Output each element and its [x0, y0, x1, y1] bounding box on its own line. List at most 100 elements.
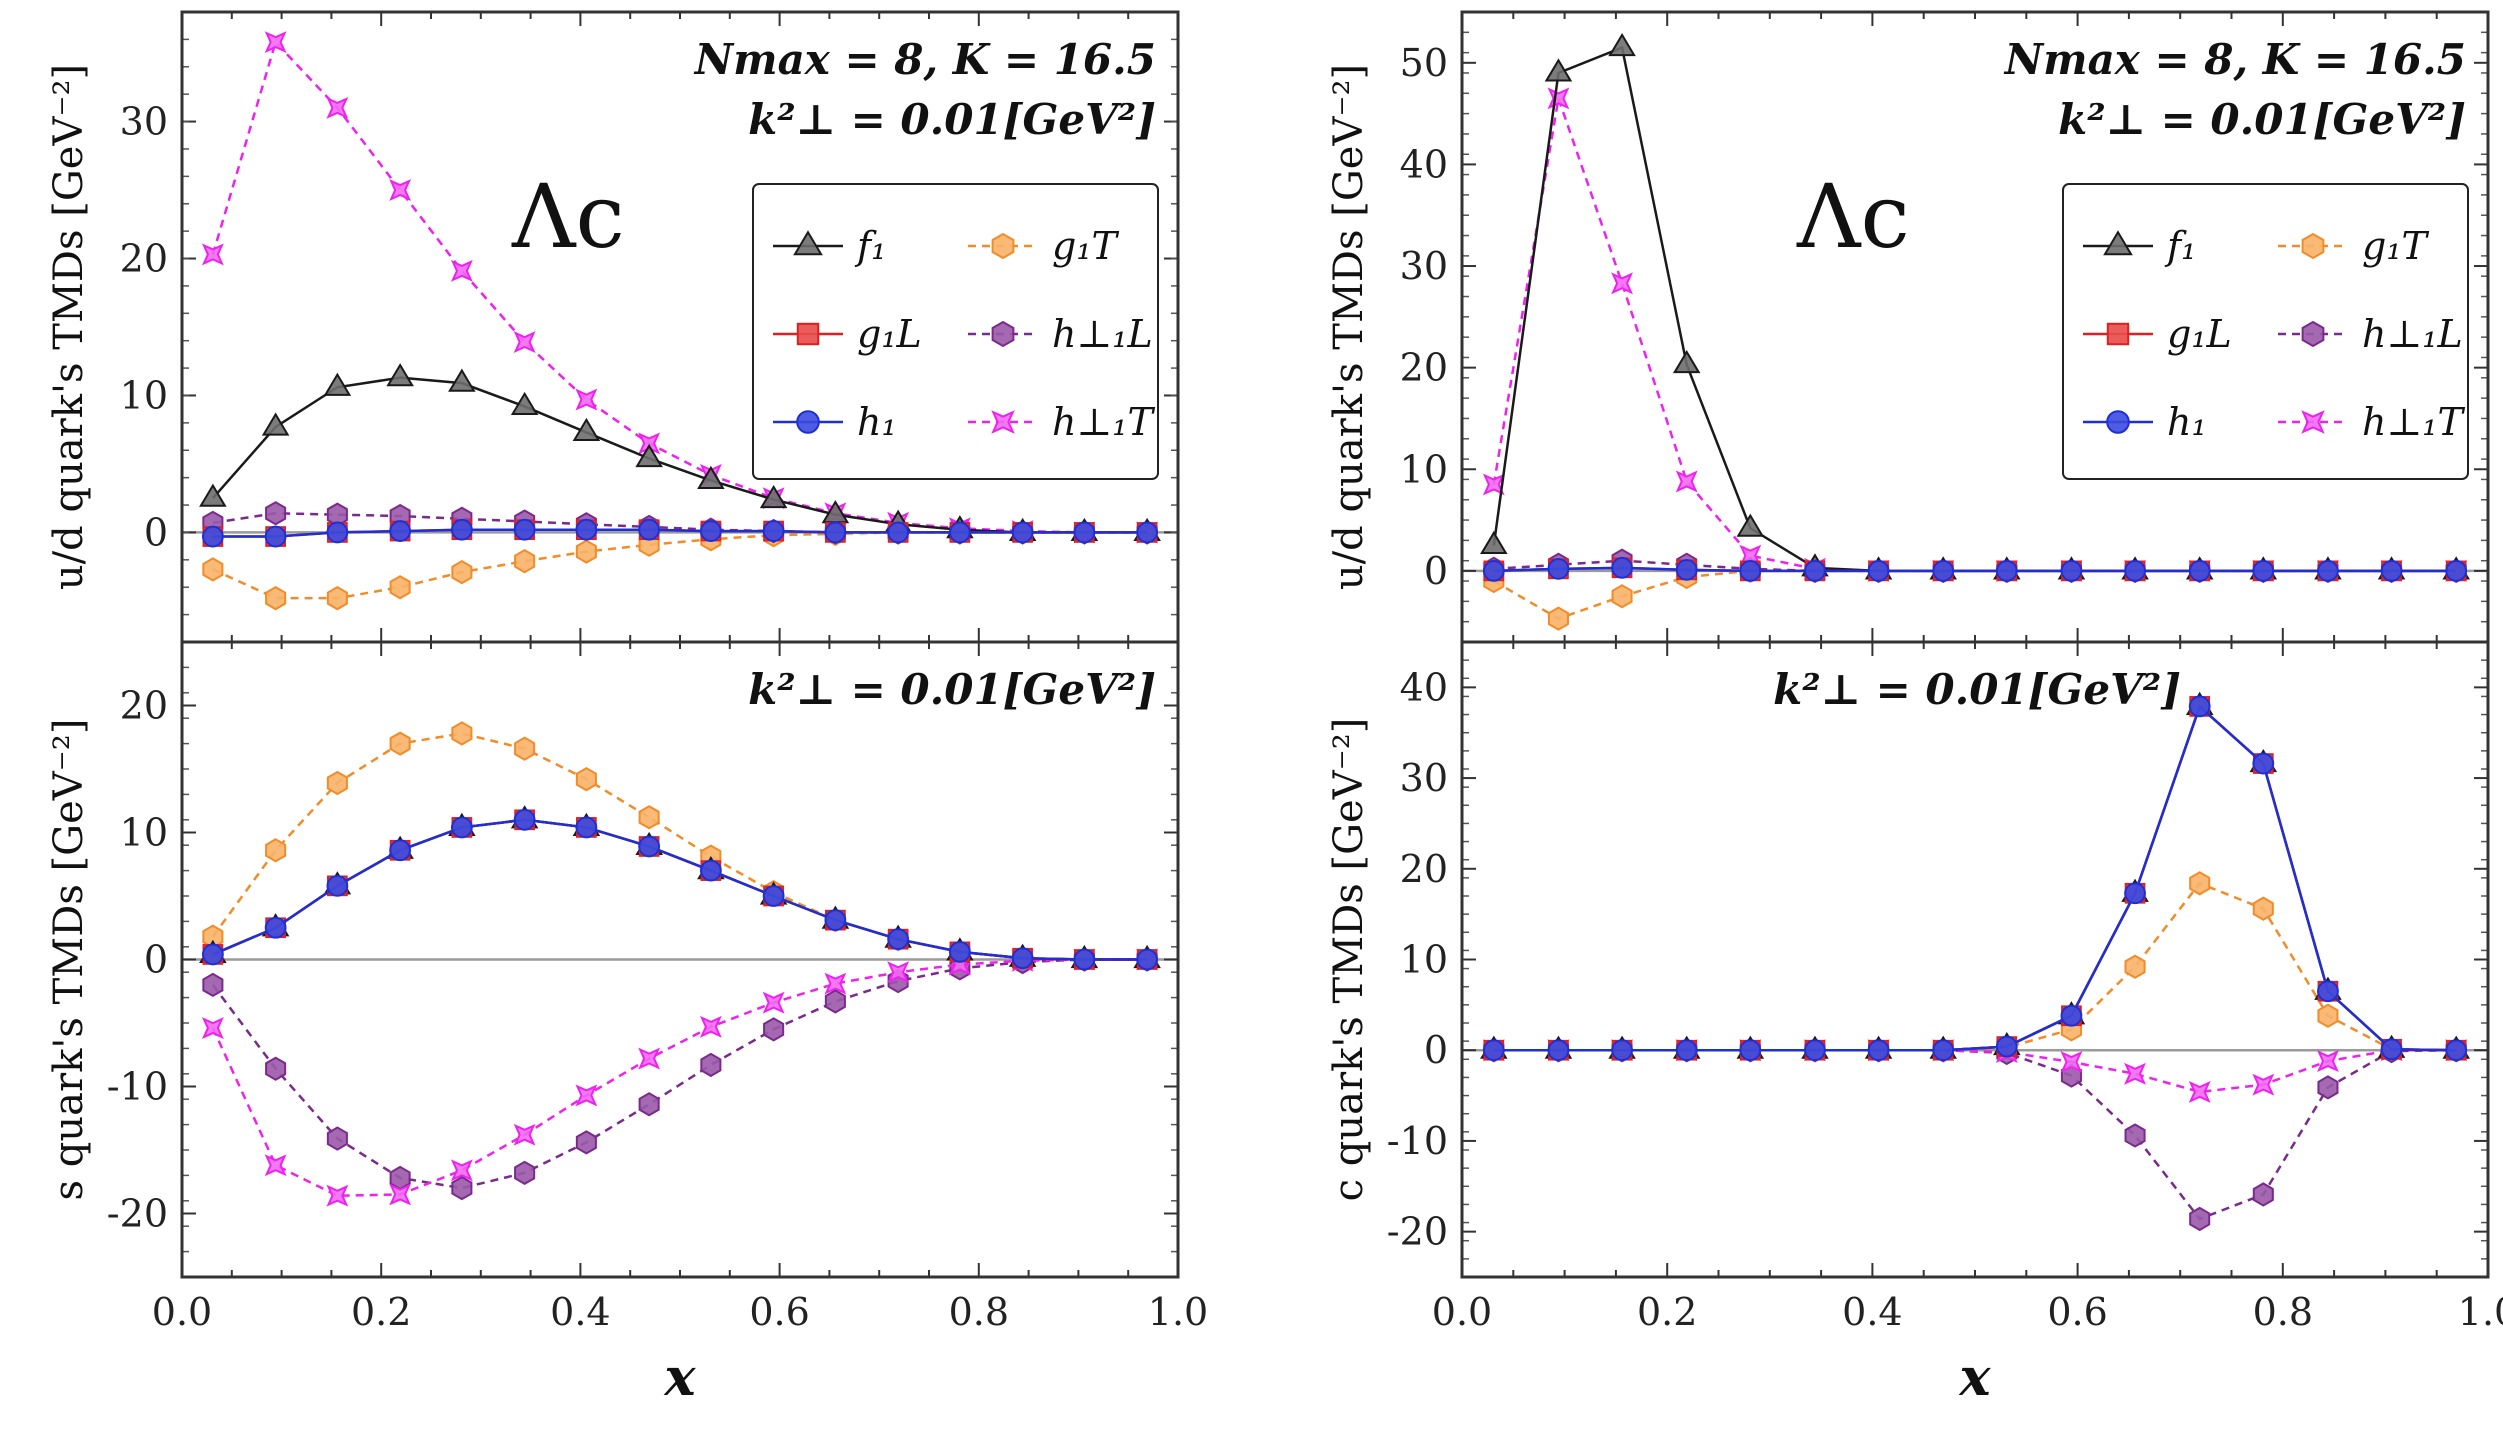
- series-line-h1Tperp: [1492, 97, 2457, 573]
- point-h1Tperp: [2252, 1073, 2275, 1096]
- series-line-g1T: [211, 732, 1148, 961]
- point-h1Lperp: [2189, 1206, 2211, 1232]
- legend-box: [2062, 183, 2469, 480]
- point-h1: [1547, 557, 1570, 580]
- point-h1Lperp: [265, 1056, 287, 1081]
- y-tick-label: 0: [144, 510, 168, 554]
- point-h1: [2188, 559, 2211, 582]
- point-h1: [1482, 559, 1505, 582]
- annotation-params: Nmax = 8, K = 16.5: [693, 35, 1156, 84]
- point-h1: [1739, 1039, 1762, 1062]
- point-h1: [2380, 559, 2403, 582]
- point-h1Tperp: [389, 179, 412, 201]
- point-h1Tperp: [762, 991, 785, 1014]
- point-g1T: [514, 736, 536, 761]
- series-line-g1T: [212, 531, 1148, 600]
- point-f1: [448, 368, 476, 392]
- point-h1Tperp: [326, 96, 349, 119]
- point-h1: [887, 928, 910, 951]
- point-h1Tperp: [513, 331, 536, 353]
- point-h1: [513, 518, 536, 541]
- x-tick-label: 0.2: [351, 1290, 411, 1334]
- x-tick-label: 0.4: [1842, 1290, 1902, 1334]
- series-line-h1: [212, 528, 1148, 538]
- series-line-f1: [211, 376, 1148, 534]
- point-h1Tperp: [326, 1184, 349, 1207]
- point-h1: [1073, 948, 1096, 971]
- point-g1T: [451, 559, 473, 585]
- series-line-f1: [212, 818, 1148, 961]
- y-tick-label: 40: [1400, 142, 1448, 186]
- annotation-params: Nmax = 8, K = 16.5: [2003, 35, 2466, 84]
- point-h1Lperp: [514, 1160, 536, 1186]
- series-line-h1Lperp: [212, 512, 1148, 534]
- point-g1T: [389, 731, 411, 756]
- point-h1: [264, 525, 287, 548]
- point-h1: [201, 525, 224, 548]
- point-h1: [1867, 559, 1890, 582]
- point-h1Lperp: [202, 972, 224, 998]
- point-h1Tperp: [450, 1159, 473, 1182]
- point-h1: [575, 816, 598, 839]
- series-line-h1: [1493, 566, 2457, 573]
- series-g1T: [202, 721, 1158, 972]
- point-h1: [1547, 1039, 1570, 1062]
- x-tick-label: 0.2: [1637, 1290, 1697, 1334]
- point-h1Tperp: [638, 1047, 661, 1070]
- legend-label-h1: h₁: [2167, 400, 2207, 444]
- point-g1T: [202, 557, 224, 582]
- legend-marker-g1T: [991, 232, 1015, 260]
- panel-c: -20 -10 0 10 20 30 40 0.0 0.2 0.4 0.6 0.8 1.0 x c quar…: [1326, 640, 2503, 1408]
- point-h1Tperp: [2317, 1050, 2339, 1073]
- point-f1: [1672, 349, 1701, 374]
- point-h1: [2188, 695, 2211, 718]
- point-f1: [510, 391, 539, 416]
- point-h1Tperp: [450, 259, 473, 282]
- point-h1Lperp: [326, 1126, 348, 1151]
- y-tick-label: 10: [120, 373, 168, 417]
- y-tick-label: 0: [144, 938, 168, 982]
- legend-label-g1L: g₁L: [857, 312, 922, 356]
- point-h1: [264, 916, 287, 939]
- series-line-h1Tperp: [1493, 1048, 2457, 1094]
- point-h1Tperp: [2188, 1081, 2211, 1103]
- panel-s: -20 -10 0 10 20 0.0 0.2 0.4 0.6 0.8 1.0 x s quark's …: [46, 640, 1208, 1408]
- point-h1: [1073, 521, 1096, 544]
- point-h1Lperp: [2317, 1075, 2339, 1100]
- y-tick-label: 10: [1400, 447, 1448, 491]
- point-h1Tperp: [1675, 470, 1698, 493]
- series-h1: [201, 808, 1159, 971]
- point-h1: [762, 520, 785, 542]
- point-h1: [638, 518, 661, 541]
- point-h1: [887, 521, 910, 544]
- legend-label-h1Tperp: h⊥₁T: [2362, 400, 2465, 444]
- point-h1: [1804, 559, 1826, 582]
- point-f1: [697, 465, 725, 489]
- x-tick-label: 0.4: [550, 1290, 610, 1334]
- point-h1: [513, 808, 536, 831]
- series-line-g1L: [212, 818, 1148, 961]
- point-h1: [1611, 1039, 1633, 1062]
- point-h1Lperp: [2252, 1182, 2274, 1207]
- x-tick-label: 0.6: [2047, 1290, 2107, 1334]
- point-h1: [699, 520, 722, 542]
- x-tick-label: 1.0: [2458, 1290, 2503, 1334]
- annotation-kperp: k²⊥ = 0.01[GeV²]: [748, 665, 1156, 714]
- point-h1: [948, 940, 971, 963]
- point-g1T: [2252, 896, 2274, 921]
- series-line-g1T: [1493, 881, 2457, 1052]
- annotation-kperp: k²⊥ = 0.01[GeV²]: [2058, 95, 2466, 144]
- y-tick-label: 50: [1400, 41, 1448, 85]
- lambda-c-label: Λc: [1796, 165, 1910, 268]
- legend-label-h1: h₁: [857, 400, 897, 444]
- y-axis-title: c quark's TMDs [GeV⁻²]: [1326, 718, 1372, 1202]
- legend-box: [752, 183, 1159, 480]
- point-h1Tperp: [201, 1017, 224, 1040]
- point-h1Tperp: [575, 388, 598, 411]
- y-tick-label: 30: [1400, 244, 1448, 288]
- point-h1: [1995, 559, 2018, 582]
- series-h1: [1482, 556, 2468, 582]
- legend-marker-g1L: [796, 322, 820, 346]
- point-g1T: [575, 767, 597, 792]
